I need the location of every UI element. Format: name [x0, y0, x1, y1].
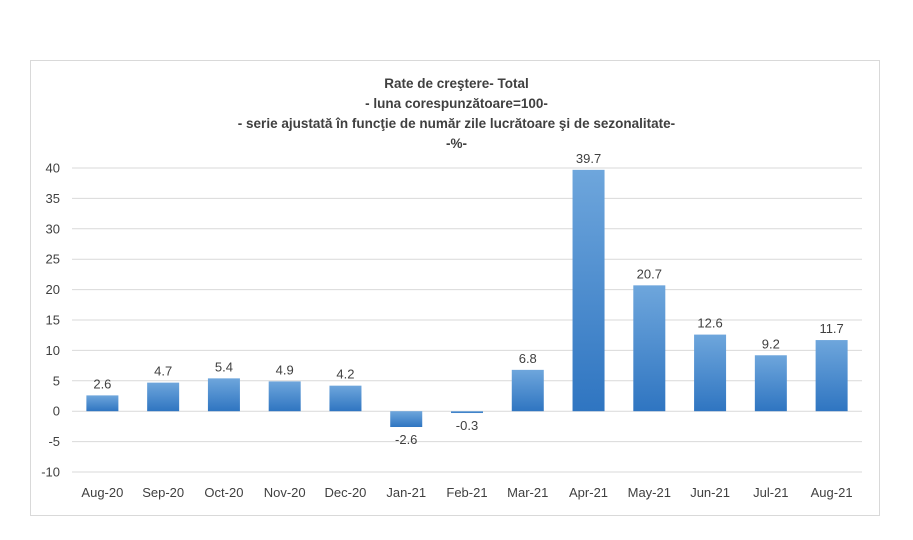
- bar-oct-20: [207, 378, 240, 412]
- y-tick-label: 35: [46, 191, 60, 206]
- bar-jan-21: [390, 411, 423, 428]
- y-tick-label: 20: [46, 282, 60, 297]
- bar-sep-20: [147, 382, 180, 412]
- bars: [86, 169, 848, 428]
- y-axis-ticks: 40 35 30 25 20 15 10 5 0 -5 -10: [41, 161, 60, 480]
- bar-jun-21: [694, 334, 727, 412]
- x-tick-label: Jan-21: [386, 485, 426, 500]
- gridlines: [72, 167, 862, 473]
- data-label: 5.4: [215, 359, 233, 374]
- y-tick-label: 10: [46, 343, 60, 358]
- y-tick-label: 40: [46, 161, 60, 176]
- x-tick-label: Aug-21: [811, 485, 853, 500]
- x-tick-label: Feb-21: [446, 485, 487, 500]
- bar-may-21: [633, 285, 666, 412]
- bar-aug-21: [815, 340, 848, 412]
- x-tick-label: Mar-21: [507, 485, 548, 500]
- bar-aug-20: [86, 395, 119, 412]
- data-label: 20.7: [637, 266, 662, 281]
- y-tick-label: -5: [48, 434, 60, 449]
- x-tick-label: Jun-21: [690, 485, 730, 500]
- data-label: 6.8: [519, 351, 537, 366]
- data-label: 2.6: [93, 376, 111, 391]
- chart-subtitle-1: - luna corespunzătoare=100-: [365, 96, 548, 111]
- y-tick-label: 25: [46, 252, 60, 267]
- bar-mar-21: [511, 369, 544, 412]
- chart-title: Rate de creştere- Total: [384, 76, 529, 91]
- data-label: 9.2: [762, 336, 780, 351]
- bar-nov-20: [268, 381, 301, 412]
- x-tick-label: Apr-21: [569, 485, 608, 500]
- x-tick-label: May-21: [628, 485, 671, 500]
- data-label: -0.3: [456, 418, 478, 433]
- y-tick-label: 5: [53, 373, 60, 388]
- chart-title-block: Rate de creştere- Total - luna corespunz…: [0, 74, 913, 154]
- chart-subtitle-2: - serie ajustată în funcţie de număr zil…: [237, 116, 676, 131]
- chart-subtitle-3: -%-: [446, 136, 467, 151]
- x-axis-ticks: Aug-20 Sep-20 Oct-20 Nov-20 Dec-20 Jan-21 Feb-…: [81, 485, 852, 500]
- data-labels: 2.6 4.7 5.4 4.9 4.2 -2.6 -0.3 6.8 39.7 20.7 12.6 9.…: [93, 151, 843, 447]
- y-tick-label: 0: [53, 404, 60, 419]
- y-tick-label: 30: [46, 221, 60, 236]
- y-tick-label: 15: [46, 313, 60, 328]
- data-label: -2.6: [395, 432, 417, 447]
- data-label: 11.7: [819, 321, 843, 336]
- data-label: 39.7: [576, 151, 601, 166]
- data-label: 4.9: [276, 362, 294, 377]
- x-tick-label: Dec-20: [325, 485, 367, 500]
- bar-dec-20: [329, 385, 362, 412]
- bar-apr-21: [572, 169, 605, 412]
- x-tick-label: Sep-20: [142, 485, 184, 500]
- y-tick-label: -10: [41, 465, 60, 480]
- chart-frame: [30, 60, 880, 516]
- x-tick-label: Jul-21: [753, 485, 788, 500]
- data-label: 4.7: [154, 364, 172, 379]
- bar-feb-21: [451, 411, 483, 414]
- bar-jul-21: [754, 355, 787, 412]
- data-label: 4.2: [336, 367, 354, 382]
- data-label: 12.6: [697, 316, 722, 331]
- x-tick-label: Oct-20: [204, 485, 243, 500]
- x-tick-label: Aug-20: [81, 485, 123, 500]
- x-tick-label: Nov-20: [264, 485, 306, 500]
